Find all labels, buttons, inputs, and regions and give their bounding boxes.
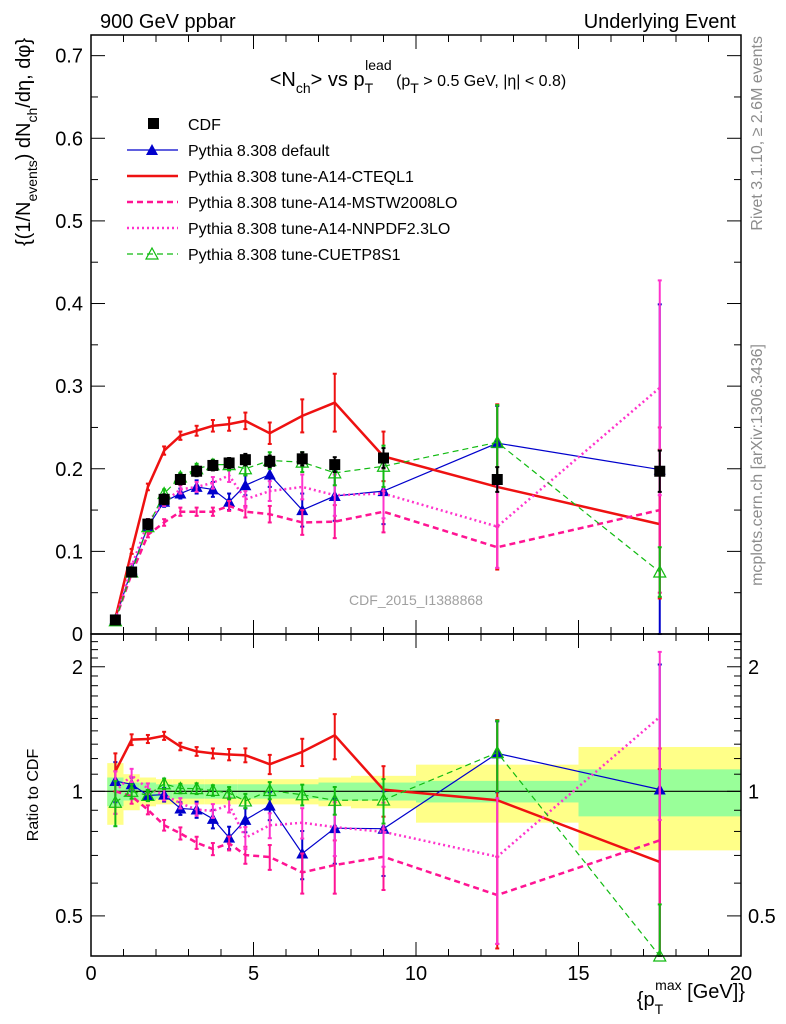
header-left: 900 GeV ppbar bbox=[100, 11, 236, 33]
open-triangle-marker bbox=[238, 793, 253, 807]
legend-label: Pythia 8.308 tune-A14-CTEQL1 bbox=[188, 169, 414, 186]
y-tick-label: 0.4 bbox=[55, 294, 83, 316]
y-tick-label: 0.7 bbox=[55, 46, 83, 68]
open-triangle-marker bbox=[652, 564, 667, 578]
y-tick-label: 0.2 bbox=[55, 459, 83, 481]
ratio-y-label: Ratio to CDF bbox=[25, 749, 42, 842]
legend-entry: Pythia 8.308 tune-A14-NNPDF2.3LO bbox=[127, 221, 450, 238]
ratio-series-pythia-8-308-tune-cuetp8s1 bbox=[108, 719, 667, 962]
data-point-marker bbox=[109, 614, 121, 626]
rivet-version-label: Rivet 3.1.10, ≥ 2.6M events bbox=[749, 36, 766, 231]
data-point-marker bbox=[207, 459, 219, 471]
x-tick-label: 20 bbox=[730, 963, 752, 985]
data-point-marker bbox=[158, 493, 170, 505]
ratio-tick-label-right: 1 bbox=[748, 781, 759, 803]
series-line bbox=[114, 716, 661, 859]
ratio-tick-label: 0.5 bbox=[55, 906, 83, 928]
open-triangle-marker bbox=[376, 459, 391, 472]
ratio-tick-label-right: 2 bbox=[748, 657, 759, 679]
open-triangle-marker bbox=[238, 461, 253, 475]
legend-marker bbox=[148, 118, 159, 129]
data-point-marker bbox=[174, 473, 186, 485]
series-line bbox=[114, 504, 661, 621]
series-pythia-8-308-tune-a14-nnpdf2-3lo bbox=[113, 279, 662, 623]
open-triangle-marker bbox=[173, 781, 188, 795]
x-tick-label: 15 bbox=[567, 963, 589, 985]
legend-label: Pythia 8.308 tune-CUETP8S1 bbox=[188, 247, 401, 264]
data-point-marker bbox=[142, 518, 154, 530]
open-triangle-marker bbox=[157, 776, 172, 790]
data-point-marker bbox=[296, 453, 308, 465]
series-cdf bbox=[109, 447, 666, 626]
series-line bbox=[115, 790, 661, 897]
data-point-marker bbox=[239, 454, 251, 466]
legend-entry: CDF bbox=[148, 117, 221, 134]
x-tick-label: 10 bbox=[405, 963, 427, 985]
data-point-marker bbox=[264, 455, 276, 467]
data-point-marker bbox=[223, 457, 235, 469]
open-triangle-marker bbox=[295, 787, 310, 801]
open-triangle-marker bbox=[124, 784, 139, 797]
y-tick-label: 0.3 bbox=[55, 376, 83, 398]
open-triangle-marker bbox=[108, 794, 123, 808]
triangle-marker bbox=[263, 799, 276, 811]
open-triangle-marker bbox=[327, 465, 342, 479]
triangle-marker bbox=[146, 144, 158, 155]
legend-label: Pythia 8.308 tune-A14-MSTW2008LO bbox=[188, 195, 457, 212]
legend-label: Pythia 8.308 tune-A14-NNPDF2.3LO bbox=[188, 221, 450, 238]
data-point-marker bbox=[491, 473, 503, 485]
data-point-marker bbox=[329, 459, 341, 471]
chart-title: <Nch> vs pTlead (pT > 0.5 GeV, |η| < 0.8… bbox=[270, 57, 566, 96]
x-axis-label: {pTmax [GeV]} bbox=[637, 977, 746, 1017]
legend-label: CDF bbox=[188, 117, 221, 134]
legend: CDF Pythia 8.308 default Pythia 8.308 tune… bbox=[127, 117, 457, 264]
data-point-marker bbox=[191, 465, 203, 477]
y-tick-label: 0.6 bbox=[55, 128, 83, 150]
x-tick-label: 0 bbox=[85, 963, 96, 985]
open-triangle-marker bbox=[205, 783, 220, 797]
legend-label: Pythia 8.308 default bbox=[188, 143, 330, 160]
ratio-uncertainty-band bbox=[91, 746, 741, 851]
open-triangle-marker bbox=[222, 785, 237, 799]
axes: 0 5 10 15 20 0 0.1 0.2 0.3 0.4 0.5 0.6 0.7 0.5 0.5 1 1 2 2 bbox=[55, 34, 776, 985]
y-axis-label: {(1/Nevents) dNch/dη, dφ} bbox=[13, 38, 40, 246]
data-point-marker bbox=[126, 566, 138, 578]
series-line bbox=[115, 751, 661, 957]
ratio-tick-label: 2 bbox=[72, 657, 83, 679]
y-tick-label: 0.1 bbox=[55, 541, 83, 563]
legend-entry: Pythia 8.308 default bbox=[127, 143, 330, 160]
open-triangle-marker bbox=[490, 435, 505, 448]
triangle-marker bbox=[239, 479, 252, 491]
triangle-marker bbox=[263, 468, 276, 480]
y-tick-label: 0 bbox=[72, 624, 83, 646]
ratio-tick-label-right: 0.5 bbox=[748, 906, 776, 928]
open-triangle-marker bbox=[189, 781, 204, 795]
y-tick-label: 0.5 bbox=[55, 211, 83, 233]
x-tick-label: 5 bbox=[248, 963, 259, 985]
legend-entry: Pythia 8.308 tune-A14-CTEQL1 bbox=[127, 169, 414, 186]
legend-entry: Pythia 8.308 tune-CUETP8S1 bbox=[127, 246, 401, 264]
header-right: Underlying Event bbox=[584, 11, 737, 33]
open-triangle-marker bbox=[144, 246, 160, 260]
ratio-tick-label: 1 bbox=[72, 781, 83, 803]
analysis-label: CDF_2015_I1388868 bbox=[349, 592, 483, 608]
open-triangle-marker bbox=[376, 792, 391, 806]
series-line bbox=[114, 733, 661, 864]
data-point-marker bbox=[378, 452, 389, 464]
mcplots-label: mcplots.cern.ch [arXiv:1306.3436] bbox=[749, 344, 766, 586]
open-triangle-marker bbox=[490, 745, 505, 759]
open-triangle-marker bbox=[262, 783, 277, 797]
series-layer bbox=[108, 279, 667, 962]
series-line bbox=[114, 401, 661, 619]
series-pythia-8-308-tune-a14-cteql1 bbox=[113, 372, 662, 621]
legend-entry: Pythia 8.308 tune-A14-MSTW2008LO bbox=[127, 195, 457, 212]
triangle-marker bbox=[239, 813, 252, 825]
open-triangle-marker bbox=[327, 793, 342, 806]
data-point-marker bbox=[654, 465, 666, 477]
open-triangle-marker bbox=[140, 788, 155, 802]
series-line bbox=[114, 386, 661, 621]
